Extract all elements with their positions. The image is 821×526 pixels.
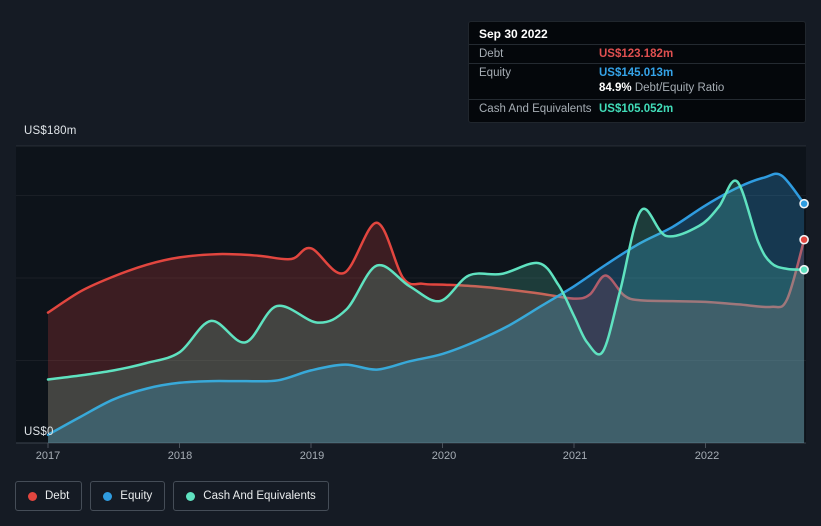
tooltip-ratio-label: Debt/Equity Ratio — [634, 82, 725, 94]
tooltip-debt-label: Debt — [479, 48, 504, 60]
x-tick-2018: 2018 — [167, 450, 193, 462]
legend-equity-label: Equity — [120, 490, 153, 502]
tooltip-cash-value: US$105.052m — [599, 103, 674, 115]
tooltip-cash-label: Cash And Equivalents — [479, 103, 592, 115]
cash-area — [48, 180, 805, 443]
cash-end-dot — [799, 264, 809, 275]
y-axis-zero-label: US$0 — [24, 426, 54, 438]
x-tick-2019: 2019 — [299, 450, 325, 462]
legend-item-equity[interactable]: Equity — [90, 481, 166, 511]
tooltip-debt-value: US$123.182m — [599, 48, 674, 60]
legend-item-debt[interactable]: Debt — [15, 481, 83, 511]
tooltip-equity-value: US$145.013m — [599, 67, 674, 79]
hover-tooltip: Sep 30 2022 Debt US$123.182m Equity US$1… — [468, 21, 806, 123]
equity-area — [48, 173, 805, 443]
cash-swatch-dot — [186, 491, 196, 501]
x-tick-2022: 2022 — [694, 450, 720, 462]
cash-line — [46, 179, 806, 381]
x-tick-2020: 2020 — [431, 450, 457, 462]
tooltip-ratio-row: 84.9% Debt/Equity Ratio — [469, 82, 805, 99]
debt-swatch-dot — [28, 491, 37, 501]
tooltip-debt-row: Debt US$123.182m — [469, 44, 805, 63]
equity-swatch-dot — [103, 491, 113, 501]
debt-area — [48, 222, 805, 443]
debt-end-dot — [799, 234, 809, 245]
x-tick-2021: 2021 — [562, 450, 588, 462]
tooltip-equity-row: Equity US$145.013m — [469, 63, 805, 82]
debt-line — [46, 221, 806, 314]
equity-line — [46, 172, 806, 437]
x-tick-2017: 2017 — [35, 450, 61, 462]
tooltip-ratio-value: 84.9% — [599, 82, 632, 94]
tooltip-equity-label: Equity — [479, 67, 511, 79]
legend-item-cash[interactable]: Cash And Equivalents — [173, 481, 329, 511]
equity-end-dot — [799, 198, 809, 209]
tooltip-cash-row: Cash And Equivalents US$105.052m — [469, 99, 805, 122]
legend-cash-label: Cash And Equivalents — [203, 490, 316, 502]
y-axis-max-label: US$180m — [24, 125, 77, 137]
plot-background — [16, 146, 806, 443]
legend-debt-label: Debt — [45, 490, 70, 502]
tooltip-date: Sep 30 2022 — [479, 27, 548, 41]
chart-legend: Debt Equity Cash And Equivalents — [15, 481, 329, 511]
